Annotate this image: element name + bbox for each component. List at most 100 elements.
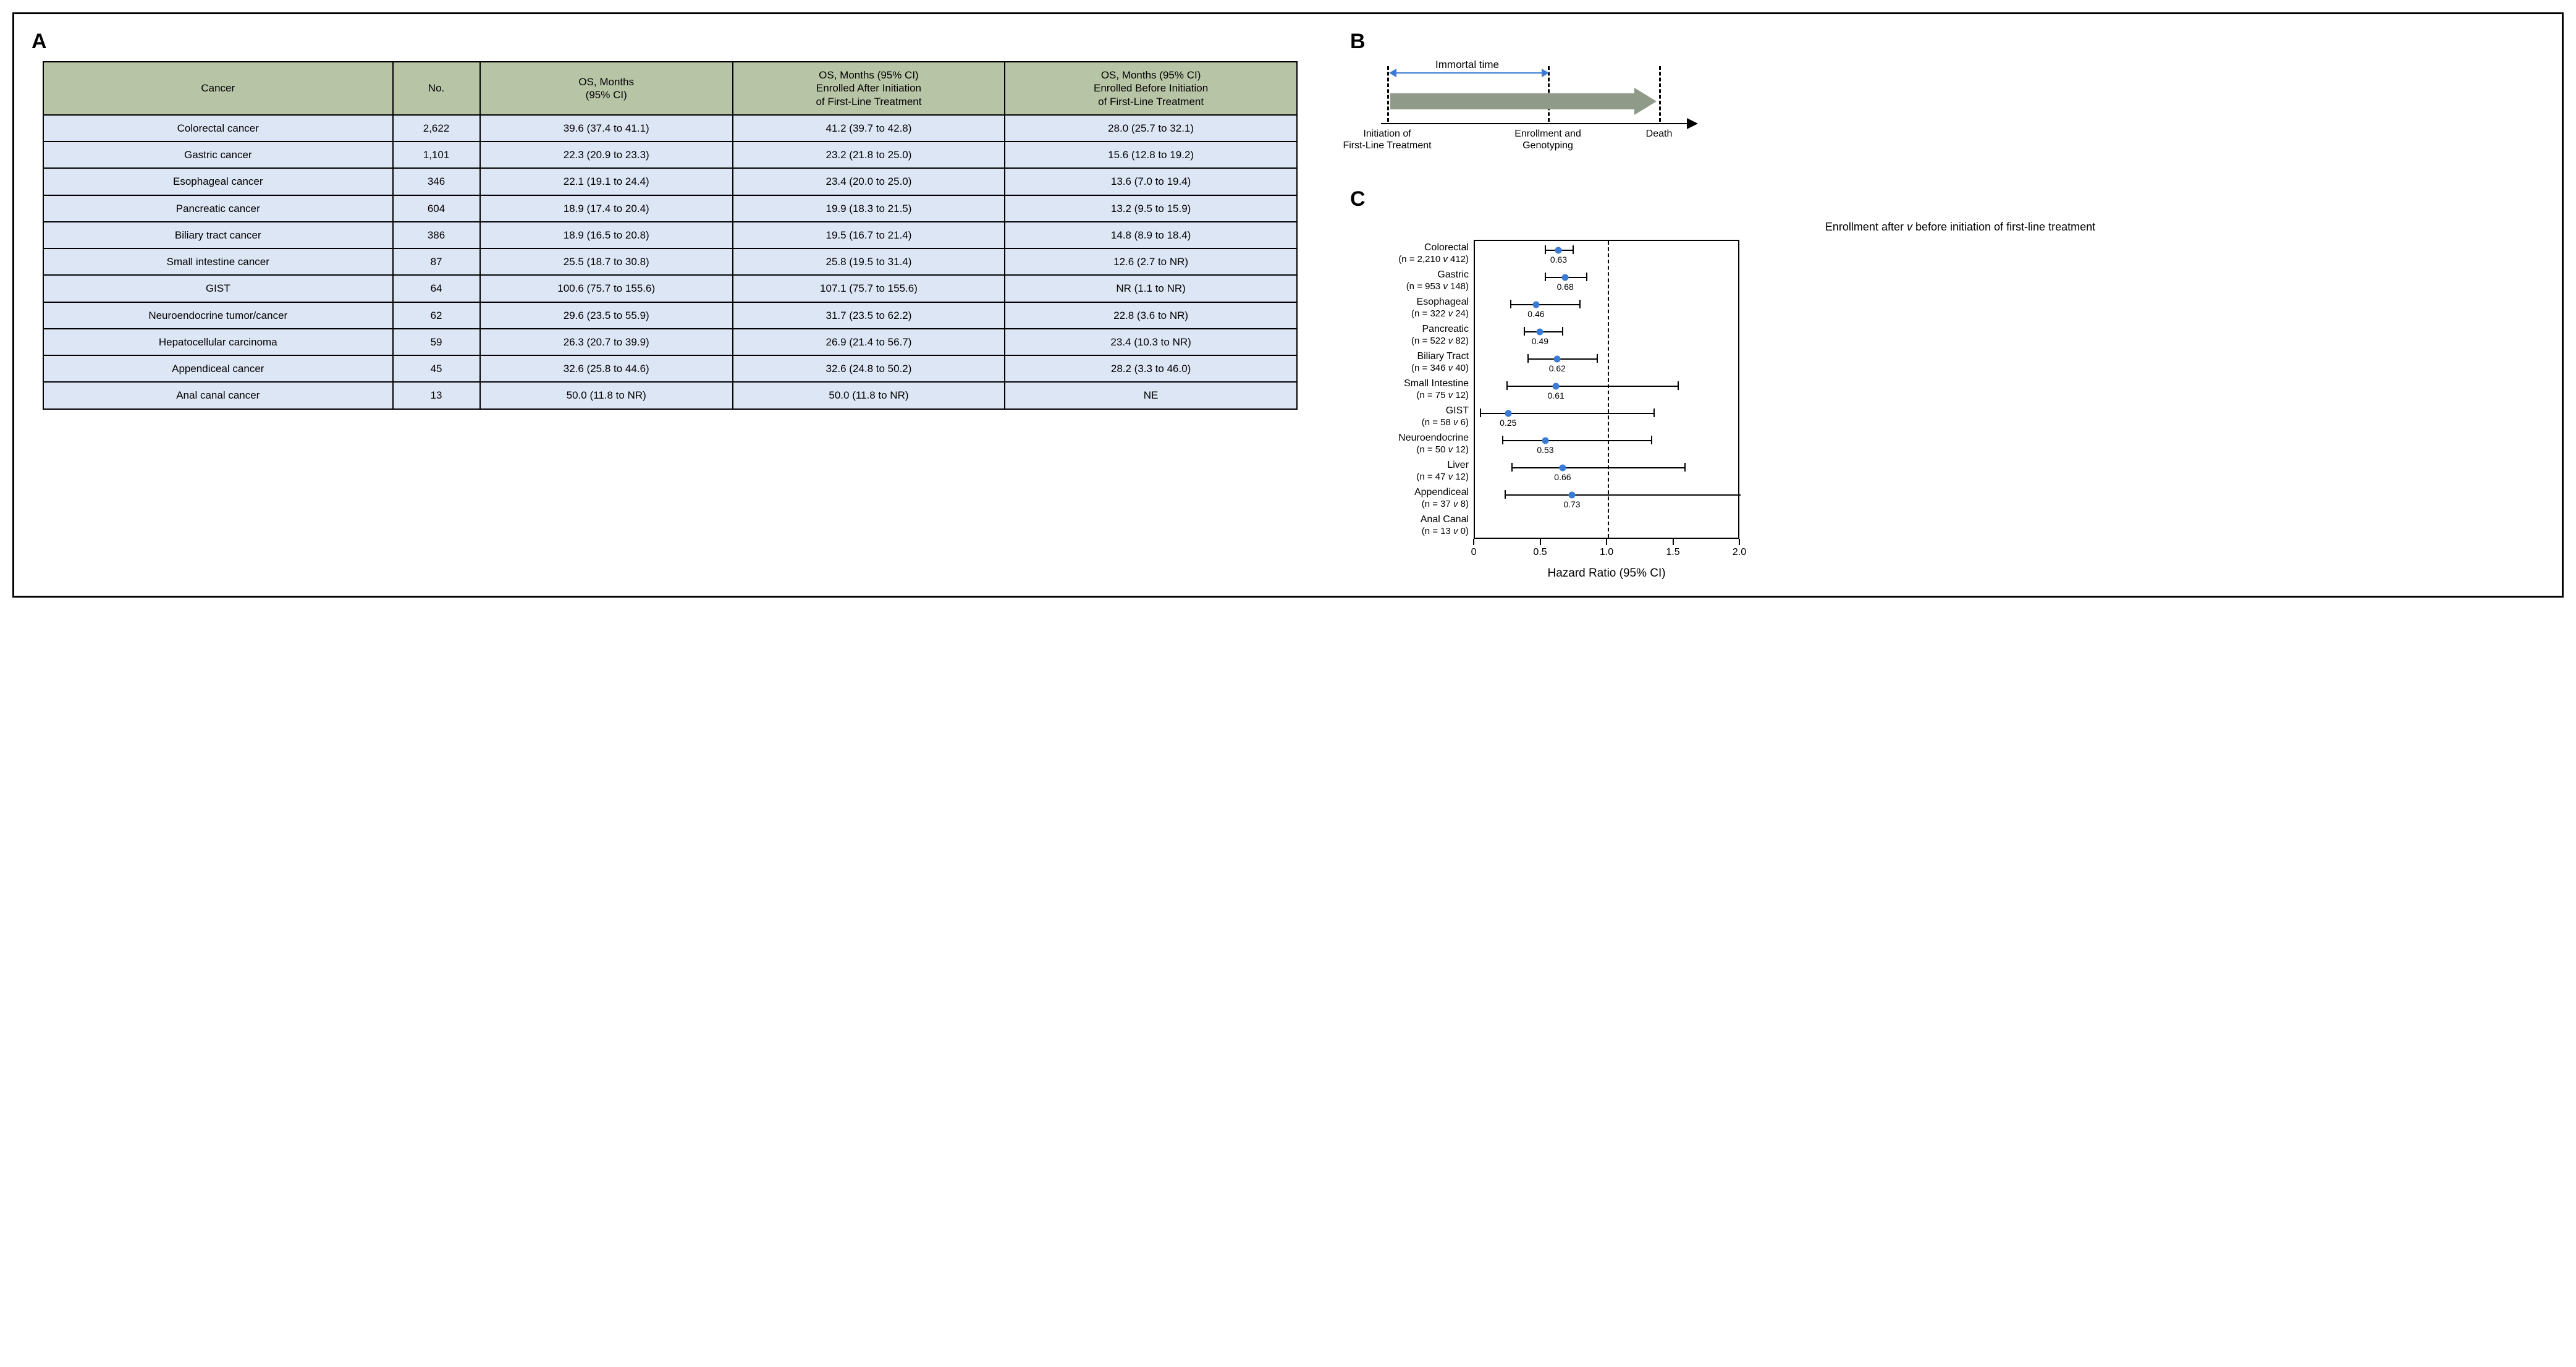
forest-label-row: Anal Canal(n = 13 v 0) <box>1350 512 1474 539</box>
cancer-n: (n = 2,210 v 412) <box>1398 254 1469 265</box>
forest-title: Enrollment after v before initiation of … <box>1376 221 2544 234</box>
x-tick <box>1473 539 1474 545</box>
hr-value-label: 0.68 <box>1557 282 1574 292</box>
ci-cap-left <box>1510 300 1511 308</box>
forest-plot: 0.630.680.460.490.620.610.250.530.660.73 <box>1474 240 1739 539</box>
panel-c-label: C <box>1350 187 1366 211</box>
ci-cap-left <box>1524 327 1525 336</box>
ci-cap-right <box>1684 463 1686 472</box>
table-cell: 15.6 (12.8 to 19.2) <box>1005 142 1297 168</box>
table-cell: 31.7 (23.5 to 62.2) <box>733 302 1005 329</box>
table-cell: 12.6 (2.7 to NR) <box>1005 248 1297 275</box>
forest-title-pre: Enrollment after <box>1825 221 1907 233</box>
forest-label-row: Colorectal(n = 2,210 v 412) <box>1350 240 1474 267</box>
forest-label-row: Appendiceal(n = 37 v 8) <box>1350 485 1474 512</box>
forest-x-title: Hazard Ratio (95% CI) <box>1474 567 1739 580</box>
hr-point <box>1542 438 1548 444</box>
table-cell: 45 <box>393 355 480 382</box>
table-cell: 25.5 (18.7 to 30.8) <box>480 248 733 275</box>
figure-container: A CancerNo.OS, Months(95% CI)OS, Months … <box>12 12 2564 598</box>
forest-plot-row <box>1475 513 1738 540</box>
cancer-name: Liver <box>1447 460 1469 472</box>
table-cell: 28.0 (25.7 to 32.1) <box>1005 115 1297 142</box>
cancer-name: GIST <box>1446 405 1469 417</box>
x-tick-label: 1.0 <box>1600 547 1613 558</box>
ci-line <box>1505 494 1741 496</box>
table-header: OS, Months (95% CI)Enrolled Before Initi… <box>1005 62 1297 115</box>
table-cell: 2,622 <box>393 115 480 142</box>
panel-c: C Enrollment after v before initiation o… <box>1350 187 2544 580</box>
forest-x-labels: 00.51.01.52.0 <box>1474 546 1739 563</box>
ci-cap-right <box>1573 245 1574 254</box>
forest-labels: Colorectal(n = 2,210 v 412)Gastric(n = 9… <box>1350 240 1474 539</box>
forest-label-row: GIST(n = 58 v 6) <box>1350 403 1474 430</box>
cancer-name: Neuroendocrine <box>1398 433 1469 444</box>
cancer-n: (n = 522 v 82) <box>1411 336 1469 347</box>
hr-value-label: 0.63 <box>1550 255 1567 265</box>
cancer-name: Appendiceal <box>1414 487 1469 499</box>
table-cell: 41.2 (39.7 to 42.8) <box>733 115 1005 142</box>
x-tick-label: 2.0 <box>1733 547 1746 558</box>
cancer-n: (n = 47 v 12) <box>1416 472 1469 483</box>
table-cell: 64 <box>393 275 480 302</box>
ci-cap-right <box>1653 408 1655 417</box>
table-cell: 14.8 (8.9 to 18.4) <box>1005 222 1297 248</box>
x-tick-label: 0 <box>1471 547 1477 558</box>
table-cell: 32.6 (24.8 to 50.2) <box>733 355 1005 382</box>
table-cell: 59 <box>393 329 480 355</box>
table-cell: 19.9 (18.3 to 21.5) <box>733 195 1005 222</box>
cancer-n: (n = 13 v 0) <box>1422 526 1469 537</box>
panel-a-table: CancerNo.OS, Months(95% CI)OS, Months (9… <box>43 61 1298 410</box>
hr-point <box>1559 465 1566 472</box>
hr-value-label: 0.46 <box>1527 309 1544 319</box>
table-cell: 29.6 (23.5 to 55.9) <box>480 302 733 329</box>
immortal-time-span <box>1396 72 1542 74</box>
table-cell: 22.1 (19.1 to 24.4) <box>480 168 733 195</box>
forest-label-row: Small Intestine(n = 75 v 12) <box>1350 376 1474 403</box>
cancer-n: (n = 953 v 148) <box>1406 281 1469 292</box>
cancer-n: (n = 322 v 24) <box>1411 308 1469 320</box>
ci-cap-right <box>1651 436 1652 444</box>
axis-arrow-head-icon <box>1687 118 1698 129</box>
table-cell: 18.9 (17.4 to 20.4) <box>480 195 733 222</box>
table-cell: Colorectal cancer <box>43 115 393 142</box>
ci-line <box>1507 386 1678 387</box>
table-cell: Esophageal cancer <box>43 168 393 195</box>
immortal-time-arrow <box>1390 93 1634 109</box>
table-cell: 39.6 (37.4 to 41.1) <box>480 115 733 142</box>
cancer-n: (n = 75 v 12) <box>1416 390 1469 401</box>
table-cell: 28.2 (3.3 to 46.0) <box>1005 355 1297 382</box>
hr-value-label: 0.73 <box>1563 499 1580 509</box>
table-cell: 13.6 (7.0 to 19.4) <box>1005 168 1297 195</box>
forest-plot-row: 0.68 <box>1475 268 1738 295</box>
cancer-name: Gastric <box>1437 269 1469 281</box>
table-row: Small intestine cancer8725.5 (18.7 to 30… <box>43 248 1297 275</box>
ci-cap-left <box>1505 490 1506 499</box>
table-header: Cancer <box>43 62 393 115</box>
table-cell: 18.9 (16.5 to 20.8) <box>480 222 733 248</box>
panel-b-label: B <box>1350 30 2544 54</box>
table-cell: NE <box>1005 382 1297 408</box>
ci-line <box>1511 304 1580 305</box>
forest-label-row: Esophageal(n = 322 v 24) <box>1350 294 1474 321</box>
forest-plot-row: 0.53 <box>1475 431 1738 459</box>
forest-plot-row: 0.73 <box>1475 486 1738 513</box>
forest-label-row: Gastric(n = 953 v 148) <box>1350 267 1474 294</box>
cancer-n: (n = 346 v 40) <box>1411 363 1469 374</box>
table-row: Biliary tract cancer38618.9 (16.5 to 20.… <box>43 222 1297 248</box>
table-row: Colorectal cancer2,62239.6 (37.4 to 41.1… <box>43 115 1297 142</box>
cancer-name: Esophageal <box>1417 297 1469 308</box>
x-tick <box>1673 539 1674 545</box>
table-cell: Pancreatic cancer <box>43 195 393 222</box>
timeline-tick-label: Death <box>1613 128 1705 140</box>
timeline-tick <box>1659 66 1661 122</box>
forest-label-row: Neuroendocrine(n = 50 v 12) <box>1350 430 1474 457</box>
table-cell: 22.3 (20.9 to 23.3) <box>480 142 733 168</box>
table-row: Pancreatic cancer60418.9 (17.4 to 20.4)1… <box>43 195 1297 222</box>
table-row: Gastric cancer1,10122.3 (20.9 to 23.3)23… <box>43 142 1297 168</box>
ci-cap-left <box>1545 273 1546 281</box>
table-cell: 26.3 (20.7 to 39.9) <box>480 329 733 355</box>
ci-cap-right <box>1678 381 1679 390</box>
x-tick-label: 0.5 <box>1533 547 1547 558</box>
table-cell: 23.4 (20.0 to 25.0) <box>733 168 1005 195</box>
